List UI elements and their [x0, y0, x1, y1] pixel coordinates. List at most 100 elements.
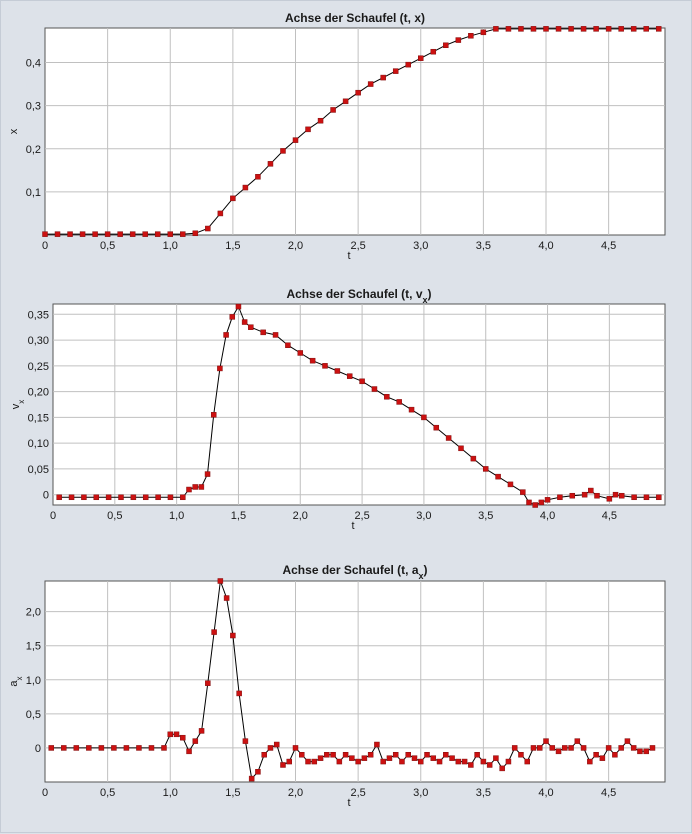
y-tick-label: 0,30 [28, 335, 49, 347]
data-point [580, 26, 587, 32]
y-tick-label: 0 [35, 743, 41, 755]
data-point [330, 107, 336, 113]
data-point [334, 368, 341, 374]
data-point [505, 26, 512, 32]
data-point [56, 494, 62, 501]
y-tick-label: 1,0 [26, 675, 41, 687]
data-point [167, 731, 174, 738]
data-point [205, 225, 211, 232]
x-tick-label: 0 [42, 240, 48, 252]
chart-panel-1: Achse der Schaufel (t, x) 0 0,5 1,0 1,5 2,0 2,… [8, 11, 666, 262]
data-point [543, 738, 549, 744]
data-point [342, 98, 349, 105]
data-point [562, 745, 568, 751]
data-point [79, 231, 86, 237]
x-tick-label: 4,5 [602, 510, 617, 522]
data-point [399, 758, 405, 765]
x-tick-label: 4,0 [538, 787, 553, 799]
data-point [544, 497, 551, 503]
y-tick-label: 0,20 [28, 387, 49, 399]
data-point [81, 494, 87, 501]
data-point [588, 487, 594, 494]
data-point [217, 210, 224, 217]
data-point [656, 494, 662, 501]
data-point [384, 394, 390, 400]
data-point [630, 745, 637, 751]
y-tick-label: 0,1 [26, 187, 41, 199]
data-point [386, 755, 393, 761]
data-point [67, 231, 73, 237]
data-point [530, 26, 537, 32]
data-point [86, 745, 92, 751]
y-tick-label: 0,05 [28, 464, 49, 476]
x-tick-label: 4,0 [538, 240, 553, 252]
data-point [292, 137, 299, 143]
data-point [536, 745, 543, 751]
data-point [430, 48, 437, 55]
data-point [73, 745, 80, 751]
plot-area [52, 303, 666, 506]
data-point [123, 745, 130, 751]
data-point [180, 494, 186, 501]
x-tick-label: 0 [50, 510, 56, 522]
data-point [396, 399, 402, 405]
data-point [186, 748, 192, 755]
data-point [606, 496, 613, 502]
data-point [204, 471, 211, 477]
x-tick-label: 3,0 [413, 787, 428, 799]
x-tick-label: 4,5 [601, 240, 616, 252]
data-point [230, 632, 236, 639]
x-tick-label: 1,5 [231, 510, 246, 522]
series-line [51, 580, 653, 780]
x-tick-label: 3,0 [413, 240, 428, 252]
data-point [549, 745, 556, 751]
data-point [436, 758, 443, 765]
x-tick-label: 1,0 [163, 240, 178, 252]
data-point [255, 174, 261, 180]
data-point [643, 494, 650, 501]
data-point [280, 762, 286, 768]
data-point [317, 755, 324, 761]
data-point [280, 148, 286, 154]
x-tick-label: 3,5 [476, 240, 491, 252]
data-point [192, 484, 198, 490]
x-tick-label: 1,0 [169, 510, 184, 522]
data-point [543, 26, 549, 32]
data-point [405, 61, 411, 68]
data-point [260, 329, 266, 336]
data-point [130, 494, 137, 501]
data-point [355, 89, 361, 96]
data-point [230, 195, 236, 202]
data-point [248, 324, 254, 330]
y-axis-label: ax [8, 676, 24, 686]
data-point [574, 738, 581, 744]
data-point [593, 751, 599, 758]
data-point [180, 231, 186, 237]
data-point [493, 26, 499, 32]
data-point [637, 748, 643, 755]
data-point [493, 755, 499, 761]
data-point [568, 26, 574, 32]
x-tick-label: 2,5 [350, 240, 365, 252]
data-point [470, 455, 477, 462]
data-point [136, 745, 142, 751]
data-point [361, 755, 368, 761]
y-tick-label: 0,35 [28, 309, 49, 321]
data-point [42, 231, 48, 237]
data-point [180, 734, 186, 741]
data-point [255, 769, 261, 775]
data-point [371, 386, 378, 392]
data-point [273, 741, 280, 748]
data-point [443, 751, 449, 758]
data-point [68, 494, 75, 501]
chart-panel-3: Achse der Schaufel (t, ax) 0 0,5 1,0 1,5 2,0 2… [8, 563, 666, 809]
data-point [309, 357, 316, 364]
data-point [236, 690, 242, 697]
data-point [272, 332, 279, 338]
data-point [359, 378, 365, 385]
y-tick-label: 0,4 [26, 58, 41, 70]
data-point [241, 319, 248, 325]
data-point [424, 751, 430, 758]
data-point [530, 745, 537, 751]
